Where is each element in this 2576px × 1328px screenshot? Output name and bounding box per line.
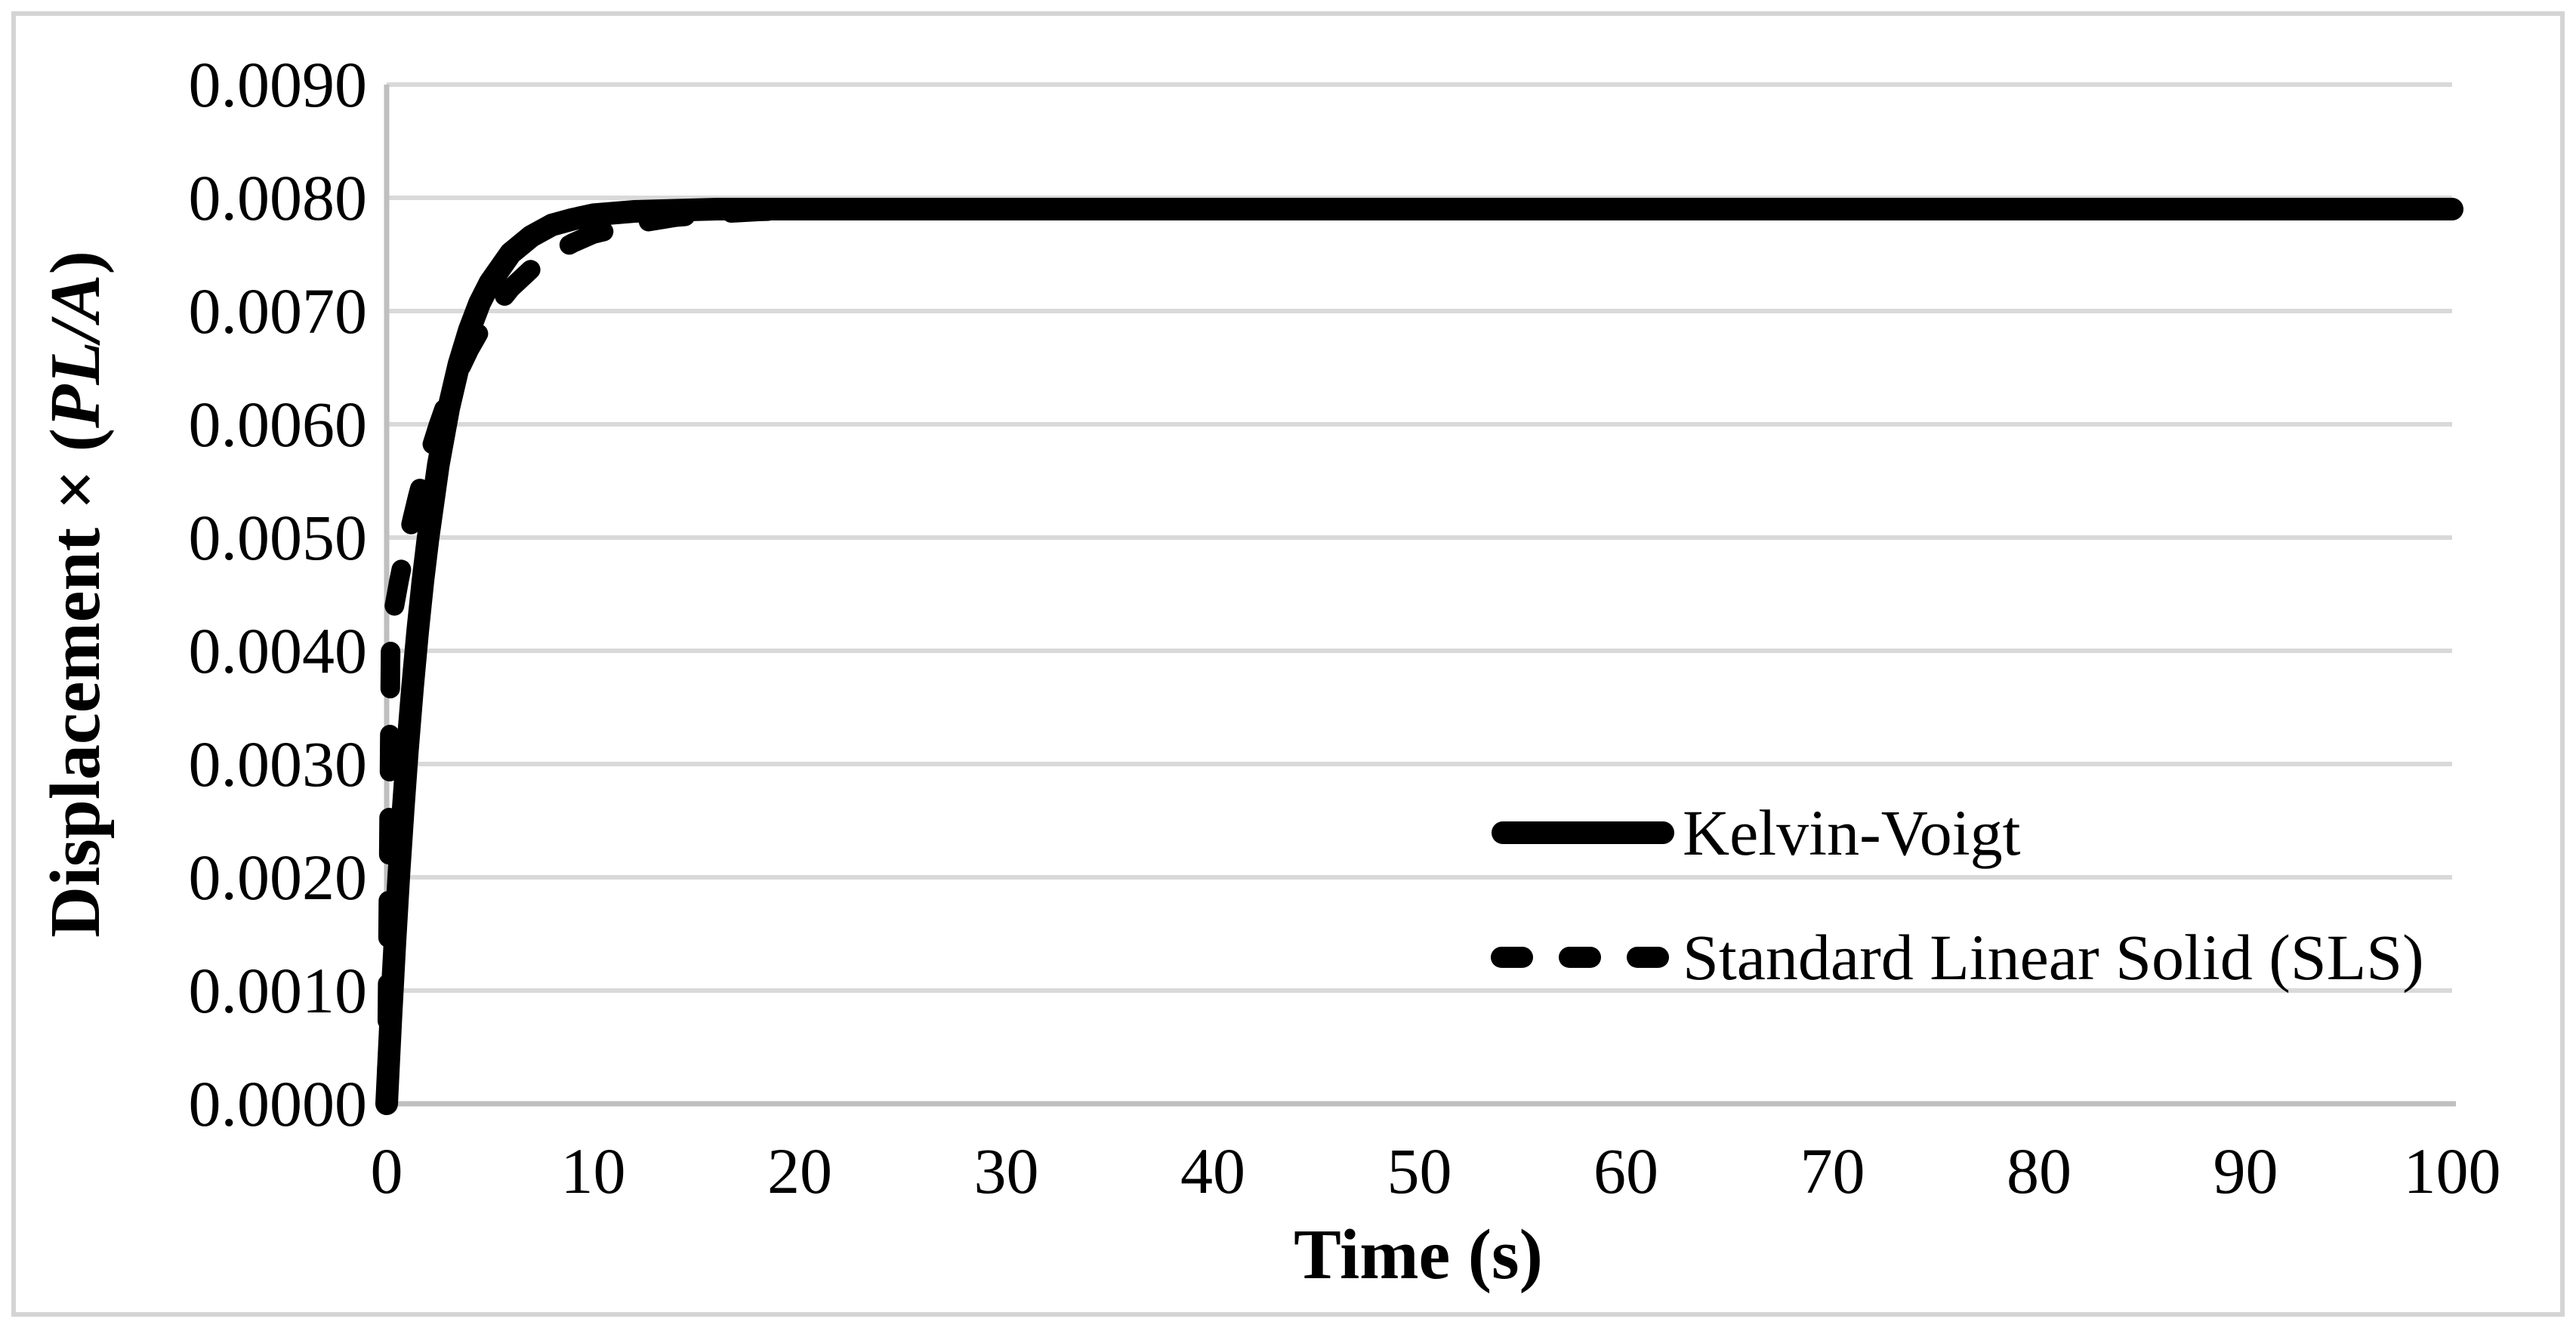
y-tick-label: 0.0090 bbox=[188, 48, 368, 121]
y-axis-title-variable: PL/A bbox=[36, 274, 115, 429]
y-tick-label: 0.0010 bbox=[188, 954, 368, 1027]
x-tick-label: 50 bbox=[1387, 1135, 1452, 1207]
legend-item-kelvin-voigt: Kelvin-Voigt bbox=[1489, 800, 2021, 865]
y-tick-label: 0.0020 bbox=[188, 841, 368, 914]
y-axis-title-prefix: Displacement × ( bbox=[36, 428, 115, 938]
figure-border bbox=[11, 11, 2565, 1317]
x-tick-label: 0 bbox=[370, 1135, 403, 1207]
x-tick-label: 40 bbox=[1180, 1135, 1245, 1207]
y-tick-label: 0.0070 bbox=[188, 275, 368, 347]
y-tick-label: 0.0050 bbox=[188, 501, 368, 574]
x-tick-label: 90 bbox=[2213, 1135, 2278, 1207]
solid-line-swatch-icon bbox=[1492, 821, 1674, 844]
x-tick-label: 30 bbox=[973, 1135, 1039, 1207]
series-line-standard-linear-solid-sls bbox=[377, 199, 2462, 1114]
y-tick-label: 0.0080 bbox=[188, 162, 368, 234]
legend-label: Standard Linear Solid (SLS) bbox=[1683, 921, 2424, 994]
x-axis-title: Time (s) bbox=[1294, 1216, 1543, 1294]
y-axis-title-suffix: ) bbox=[36, 251, 115, 275]
x-tick-label: 10 bbox=[560, 1135, 626, 1207]
x-tick-label: 60 bbox=[1593, 1135, 1658, 1207]
dashed-line-swatch-icon bbox=[1491, 947, 1675, 968]
series-line-kelvin-voigt bbox=[375, 198, 2463, 1115]
x-tick-label: 100 bbox=[2403, 1135, 2501, 1207]
x-tick-label: 70 bbox=[1800, 1135, 1865, 1207]
x-tick-label: 20 bbox=[767, 1135, 832, 1207]
y-tick-label: 0.0030 bbox=[188, 728, 368, 800]
y-tick-label: 0.0060 bbox=[188, 388, 368, 461]
y-tick-label: 0.0040 bbox=[188, 615, 368, 687]
x-tick-label: 80 bbox=[2007, 1135, 2072, 1207]
legend-item-standard-linear-solid: Standard Linear Solid (SLS) bbox=[1489, 925, 2424, 990]
y-axis-title: Displacement × (PL/A) bbox=[35, 251, 116, 938]
legend-label: Kelvin-Voigt bbox=[1683, 796, 2021, 869]
y-tick-label: 0.0000 bbox=[188, 1068, 368, 1140]
